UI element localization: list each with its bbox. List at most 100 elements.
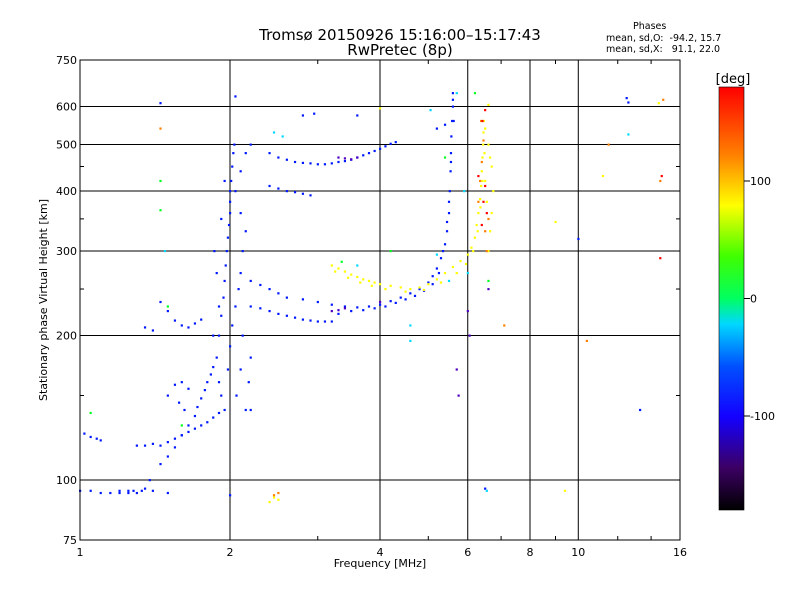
data-point bbox=[484, 127, 487, 130]
data-point bbox=[480, 160, 483, 164]
data-point bbox=[229, 190, 232, 193]
data-point bbox=[657, 102, 660, 105]
data-point bbox=[443, 271, 447, 275]
data-point bbox=[577, 237, 580, 241]
x-tick-label: 10 bbox=[571, 546, 585, 559]
data-point bbox=[241, 334, 244, 337]
data-point bbox=[159, 102, 162, 105]
data-point bbox=[489, 156, 492, 159]
data-point bbox=[268, 184, 271, 188]
data-point bbox=[244, 230, 247, 233]
data-point bbox=[285, 158, 288, 161]
data-point bbox=[487, 288, 490, 291]
data-point bbox=[343, 307, 347, 310]
data-point bbox=[309, 162, 312, 165]
data-point bbox=[389, 284, 392, 287]
data-point bbox=[627, 133, 630, 136]
data-point bbox=[443, 243, 447, 246]
data-point bbox=[337, 160, 340, 164]
data-point bbox=[224, 264, 227, 267]
data-point bbox=[166, 305, 169, 308]
data-point bbox=[301, 318, 305, 321]
data-point bbox=[203, 389, 206, 392]
data-point bbox=[183, 408, 186, 412]
data-point bbox=[239, 212, 242, 215]
data-point bbox=[343, 160, 347, 163]
data-point bbox=[109, 491, 112, 495]
data-point bbox=[293, 191, 297, 194]
data-point bbox=[200, 397, 203, 400]
data-point bbox=[487, 143, 490, 146]
data-point bbox=[466, 309, 469, 313]
data-point bbox=[220, 394, 223, 397]
data-point bbox=[337, 156, 340, 159]
data-point bbox=[217, 411, 221, 415]
data-point bbox=[482, 200, 485, 203]
data-point bbox=[151, 489, 155, 492]
data-point bbox=[159, 462, 162, 466]
y-tick-label: 100 bbox=[56, 474, 77, 487]
data-point bbox=[159, 127, 162, 130]
data-point bbox=[309, 319, 312, 322]
data-point bbox=[484, 179, 487, 183]
data-point bbox=[89, 489, 92, 492]
data-point bbox=[239, 271, 242, 275]
data-point bbox=[435, 267, 438, 270]
data-point bbox=[337, 312, 340, 315]
data-point bbox=[451, 92, 455, 95]
data-point bbox=[451, 98, 455, 101]
data-point bbox=[316, 320, 319, 323]
data-point bbox=[343, 157, 347, 160]
data-point bbox=[277, 491, 280, 495]
data-point bbox=[173, 437, 177, 440]
data-point bbox=[212, 416, 215, 419]
data-point bbox=[316, 163, 319, 166]
data-point bbox=[173, 319, 177, 322]
data-point bbox=[607, 143, 610, 146]
data-point bbox=[451, 265, 455, 269]
data-point bbox=[166, 491, 169, 495]
data-point bbox=[268, 288, 271, 291]
data-point bbox=[132, 489, 135, 492]
data-point bbox=[463, 190, 466, 193]
data-point bbox=[223, 279, 226, 283]
data-point bbox=[356, 275, 359, 279]
data-point bbox=[99, 491, 102, 495]
data-point bbox=[226, 236, 230, 239]
data-point bbox=[229, 494, 232, 497]
data-point bbox=[330, 309, 333, 313]
data-point bbox=[259, 307, 262, 310]
legend-x-mode-stats: mean, sd,X: 91.1, 22.0 bbox=[606, 44, 721, 55]
data-point bbox=[268, 152, 271, 155]
data-point bbox=[237, 288, 240, 291]
data-point bbox=[455, 271, 458, 275]
data-point bbox=[367, 152, 371, 155]
data-point bbox=[399, 296, 402, 299]
x-tick-label: 8 bbox=[527, 546, 534, 559]
data-point bbox=[187, 387, 190, 390]
data-point bbox=[479, 179, 482, 183]
data-point bbox=[464, 262, 468, 266]
data-point bbox=[435, 278, 438, 281]
data-point bbox=[472, 250, 475, 253]
data-point bbox=[473, 236, 477, 239]
x-tick-label: 1 bbox=[77, 546, 84, 559]
data-point bbox=[241, 250, 244, 253]
data-point bbox=[503, 324, 506, 327]
data-point bbox=[563, 489, 567, 492]
data-point bbox=[439, 257, 443, 260]
data-point bbox=[285, 314, 288, 317]
data-point bbox=[485, 250, 488, 253]
data-point bbox=[431, 283, 434, 286]
data-point bbox=[362, 278, 365, 281]
data-point bbox=[227, 223, 231, 227]
data-point bbox=[448, 190, 451, 193]
plot-frame bbox=[79, 59, 681, 541]
data-point bbox=[239, 368, 242, 371]
data-point bbox=[482, 119, 485, 123]
data-point bbox=[484, 230, 487, 233]
data-point bbox=[309, 194, 312, 197]
data-point bbox=[118, 489, 121, 492]
data-point bbox=[413, 294, 417, 297]
data-point bbox=[217, 305, 221, 308]
